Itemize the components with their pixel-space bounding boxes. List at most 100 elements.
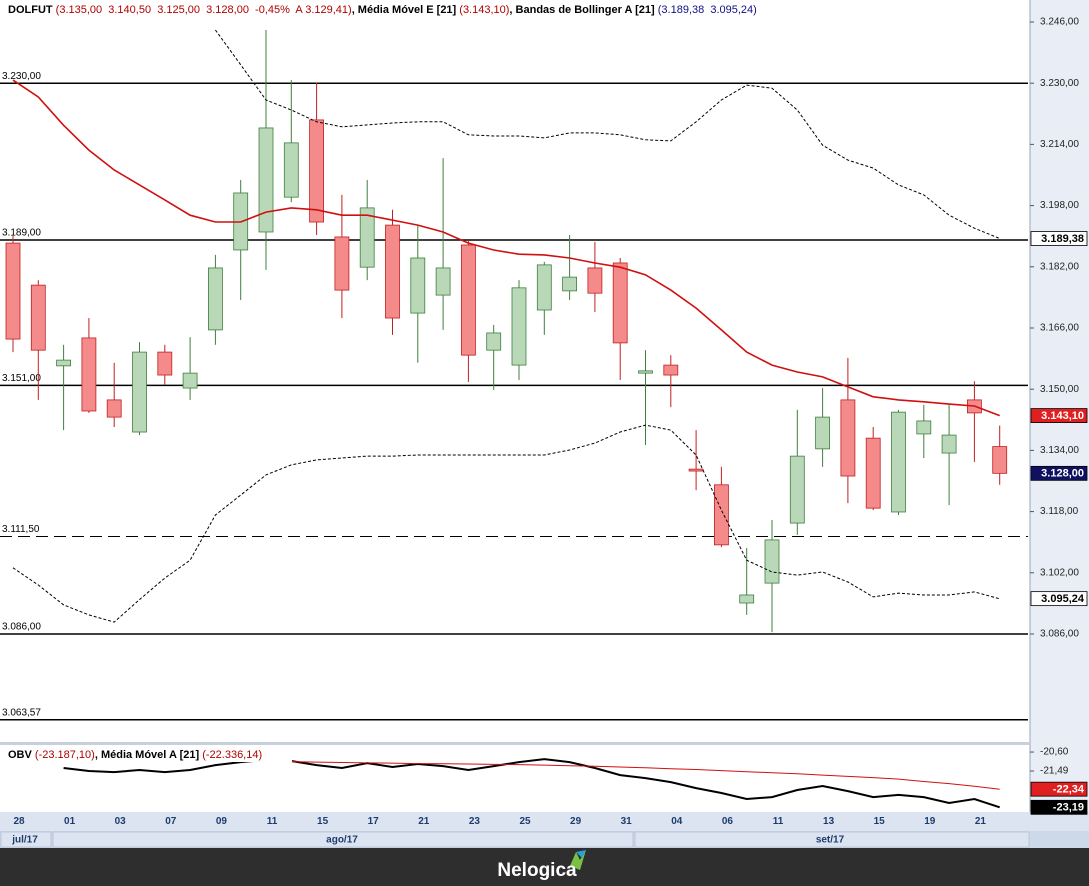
y-tick-label: 3.102,00 [1040, 567, 1079, 578]
candle-body [714, 484, 729, 546]
series-line [291, 761, 1000, 790]
candle-body [309, 119, 325, 223]
candle-body [30, 284, 46, 351]
candle-body [764, 539, 780, 584]
value-tag-label: 3.128,00 [1041, 468, 1084, 480]
price-line-label: 3.086,00 [2, 622, 41, 633]
x-tick-label: 01 [64, 816, 76, 827]
candle-body [941, 434, 957, 454]
candle-body [359, 207, 375, 268]
header-segment: DOLFUT [8, 4, 53, 16]
x-tick-label: 03 [115, 816, 127, 827]
header-segment: (3.135,00 3.140,50 3.125,00 3.128,00 -0,… [53, 4, 352, 16]
x-tick-label: 29 [570, 816, 582, 827]
y-tick-label: -20,60 [1040, 747, 1069, 758]
x-tick-label: 09 [216, 816, 228, 827]
x-tick-label: 04 [671, 816, 683, 827]
month-cell [634, 831, 1030, 848]
series-line [12, 424, 1000, 623]
y-tick-label: -21,49 [1040, 766, 1069, 777]
value-tag-label: 3.143,10 [1041, 410, 1084, 422]
value-tag [1030, 799, 1088, 815]
y-tick-label: 3.134,00 [1040, 445, 1079, 456]
candle-body [638, 370, 653, 374]
logo-mark [576, 850, 586, 858]
x-tick-label: 11 [267, 816, 278, 827]
y-tick-label: 3.182,00 [1040, 261, 1079, 272]
price-line-label: 3.151,00 [2, 373, 41, 384]
month-cell [0, 831, 52, 848]
candle-body [5, 242, 21, 340]
month-label: ago/17 [326, 835, 358, 846]
value-tag-label: 3.189,38 [1041, 233, 1084, 245]
x-tick-label: 21 [975, 816, 987, 827]
candle-body [840, 399, 856, 477]
candle-body [207, 267, 223, 331]
header-segment: (-23.187,10) [32, 749, 95, 761]
price-line-label: 3.189,00 [2, 228, 41, 239]
candle-body [132, 351, 147, 433]
candle-body [460, 244, 476, 356]
candle-body [663, 364, 679, 376]
x-tick-label: 15 [317, 816, 329, 827]
footer-brand: Nelogica [497, 860, 577, 881]
value-tag [1030, 231, 1088, 246]
header-segment: , Bandas de Bollinger A [21] [509, 4, 655, 16]
x-tick-label: 23 [469, 816, 481, 827]
header-backdrop [2, 748, 292, 762]
header-segment: (-22.336,14) [199, 749, 262, 761]
candle-body [182, 372, 198, 389]
x-tick-label: 19 [924, 816, 936, 827]
price-line-label: 3.230,00 [2, 71, 41, 82]
month-cell [52, 831, 634, 848]
header-segment: OBV [8, 749, 33, 761]
candle-body [410, 257, 426, 314]
header-segment: , Média Móvel A [21] [95, 749, 200, 761]
y-tick-label: 3.166,00 [1040, 323, 1079, 334]
series-line [63, 758, 1001, 809]
candle-body [688, 468, 704, 472]
y-tick-label: 3.118,00 [1040, 506, 1079, 517]
header: OBV (-23.187,10), Média Móvel A [21] (-2… [8, 749, 262, 761]
y-tick-label: 3.214,00 [1040, 139, 1079, 150]
candle-body [81, 337, 97, 412]
month-label: jul/17 [11, 835, 38, 846]
value-tag-label: 3.095,24 [1041, 593, 1085, 605]
price-axis-area [1030, 0, 1089, 812]
y-tick-label: 3.150,00 [1040, 384, 1079, 395]
candle-body [612, 262, 628, 344]
candle-body [511, 287, 527, 366]
y-tick-label: 3.246,00 [1040, 17, 1079, 28]
candle-body [562, 276, 577, 292]
x-tick-label: 31 [621, 816, 633, 827]
y-tick-label: 3.198,00 [1040, 200, 1079, 211]
series-line [12, 79, 1000, 417]
logo-mark [570, 850, 586, 870]
header-segment: , Média Móvel E [21] [352, 4, 457, 16]
y-tick-label: 3.230,00 [1040, 78, 1079, 89]
header-segment: (3.143,10) [456, 4, 509, 16]
value-tag-label: -23,19 [1053, 802, 1084, 814]
x-tick-label: 25 [519, 816, 531, 827]
candle-body [283, 142, 299, 198]
price-line-label: 3.111,50 [2, 524, 40, 535]
x-tick-label: 06 [722, 816, 734, 827]
footer-bar [0, 848, 1089, 886]
x-tick-label: 17 [368, 816, 380, 827]
candle-body [56, 359, 71, 367]
y-tick-label: 3.086,00 [1040, 629, 1079, 640]
month-label: set/17 [816, 835, 845, 846]
series-line [214, 29, 1000, 239]
value-tag-label: -22,34 [1053, 784, 1085, 796]
candle-body [334, 236, 350, 291]
candle-body [865, 437, 881, 509]
x-tick-label: 07 [165, 816, 177, 827]
header: DOLFUT (3.135,00 3.140,50 3.125,00 3.128… [8, 4, 757, 16]
candle-body [587, 267, 603, 294]
x-tick-label: 28 [13, 816, 25, 827]
candle-body [789, 455, 805, 524]
candle-body [258, 127, 274, 233]
